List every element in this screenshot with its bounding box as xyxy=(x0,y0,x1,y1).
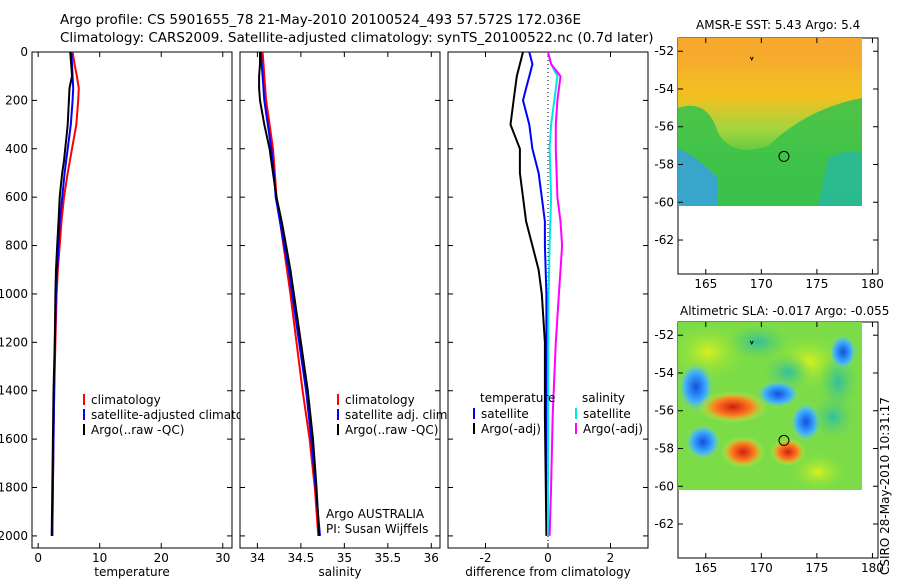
x-tick-label: 2 xyxy=(607,551,615,565)
legend-label: satellite adj. clim. xyxy=(345,408,451,422)
x-axis-label: temperature xyxy=(94,565,169,579)
x-tick-label: 180 xyxy=(861,561,884,575)
profile-location-marker xyxy=(778,150,790,162)
y-tick-label: -58 xyxy=(654,441,674,455)
annotation-argo-australia: Argo AUSTRALIA xyxy=(326,507,425,521)
series-line-temperature-argo-adj xyxy=(509,51,548,536)
y-tick-label: -56 xyxy=(654,404,674,418)
x-tick-label: 0 xyxy=(544,551,552,565)
series-line-salinity-argo-adj xyxy=(547,51,564,536)
series-line-argo-raw-qc xyxy=(50,51,74,536)
profile-location-marker xyxy=(778,434,790,446)
x-tick-label: 35 xyxy=(337,551,352,565)
header-line-2: Climatology: CARS2009. Satellite-adjuste… xyxy=(60,30,654,46)
sst-map-title: AMSR-E SST: 5.43 Argo: 5.4 xyxy=(696,18,861,32)
x-tick-label: 30 xyxy=(215,551,230,565)
y-tick-label: -54 xyxy=(654,82,674,96)
y-tick-label: -62 xyxy=(654,233,674,247)
x-tick-label: 180 xyxy=(861,277,884,291)
y-tick-label: -62 xyxy=(654,517,674,531)
series-line-salinity-satellite xyxy=(547,51,559,536)
series-line-argo-raw-qc xyxy=(258,52,321,536)
x-tick-label: 36 xyxy=(424,551,439,565)
sla-map-title: Altimetric SLA: -0.017 Argo: -0.055 xyxy=(680,304,890,318)
float-track-marker xyxy=(749,56,754,61)
map-field xyxy=(678,322,862,490)
x-tick-label: 165 xyxy=(694,277,717,291)
series-line-temperature-satellite xyxy=(521,51,549,536)
axes-frame xyxy=(239,51,441,549)
x-axis-label: salinity xyxy=(318,565,361,579)
x-tick-label: 10 xyxy=(92,551,107,565)
header-line-1: Argo profile: CS 5901655_78 21-May-2010 … xyxy=(60,12,581,28)
y-tick-label: 1400 xyxy=(0,384,28,398)
y-tick-label: -52 xyxy=(654,328,674,342)
y-tick-label: 800 xyxy=(5,239,28,253)
map-field xyxy=(678,38,862,206)
x-tick-label: 170 xyxy=(750,561,773,575)
x-tick-label: 34.5 xyxy=(288,551,315,565)
x-tick-label: 34 xyxy=(250,551,265,565)
temperature-profile-panel: 0 10 20 30 0 200 400 600 800 1000 1200 1400 1600 1800… xyxy=(0,45,269,579)
y-tick-label: 1800 xyxy=(0,481,28,495)
y-tick-label: 2000 xyxy=(0,529,28,543)
legend-label: Argo(-adj) xyxy=(481,422,541,436)
y-tick-label: -60 xyxy=(654,195,674,209)
y-tick-label: 0 xyxy=(20,45,28,59)
x-tick-label: 175 xyxy=(805,561,828,575)
legend-label: climatology xyxy=(345,393,415,407)
y-tick-label: 600 xyxy=(5,190,28,204)
y-tick-label: 200 xyxy=(5,93,28,107)
legend-title-temperature: temperature xyxy=(480,391,555,405)
x-tick-label: -2 xyxy=(480,551,492,565)
x-tick-label: 0 xyxy=(34,551,42,565)
legend-label: Argo(-adj) xyxy=(583,422,643,436)
y-tick-label: 400 xyxy=(5,142,28,156)
y-tick-label: 1600 xyxy=(0,432,28,446)
y-tick-label: 1000 xyxy=(0,287,28,301)
x-axis-label: difference from climatology xyxy=(465,565,631,579)
y-tick-label: -52 xyxy=(654,44,674,58)
legend-label: climatology xyxy=(91,393,161,407)
legend-title-salinity: salinity xyxy=(582,391,625,405)
x-tick-label: 175 xyxy=(805,277,828,291)
legend-label: Argo(..raw -QC) xyxy=(91,423,184,437)
axes-frame xyxy=(31,51,233,549)
x-tick-label: 170 xyxy=(750,277,773,291)
series-line-satellite-adj-clim xyxy=(259,51,321,536)
float-track-marker xyxy=(749,340,754,345)
y-tick-label: -60 xyxy=(654,479,674,493)
salinity-profile-panel: 34 34.5 35 35.5 36 salinity climatologysatelli… xyxy=(239,51,451,579)
legend-label: Argo(..raw -QC) xyxy=(345,423,438,437)
legend-label: satellite xyxy=(481,407,529,421)
x-tick-label: 20 xyxy=(154,551,169,565)
annotation-pi: PI: Susan Wijffels xyxy=(326,522,428,536)
x-tick-label: 35.5 xyxy=(374,551,401,565)
y-tick-label: -56 xyxy=(654,120,674,134)
legend-label: satellite-adjusted climatology xyxy=(91,408,269,422)
x-tick-label: 165 xyxy=(694,561,717,575)
amsre-sst-map-panel: 165 170 175 180 -52 -54 -56 -58 -60 -62 xyxy=(654,37,884,291)
legend-label: satellite xyxy=(583,407,631,421)
y-tick-label: -54 xyxy=(654,366,674,380)
y-tick-label: -58 xyxy=(654,157,674,171)
altimetric-sla-map-panel: 165 170 175 180 -52 -54 -56 -58 -60 -62 xyxy=(654,321,884,575)
y-tick-label: 1200 xyxy=(0,335,28,349)
